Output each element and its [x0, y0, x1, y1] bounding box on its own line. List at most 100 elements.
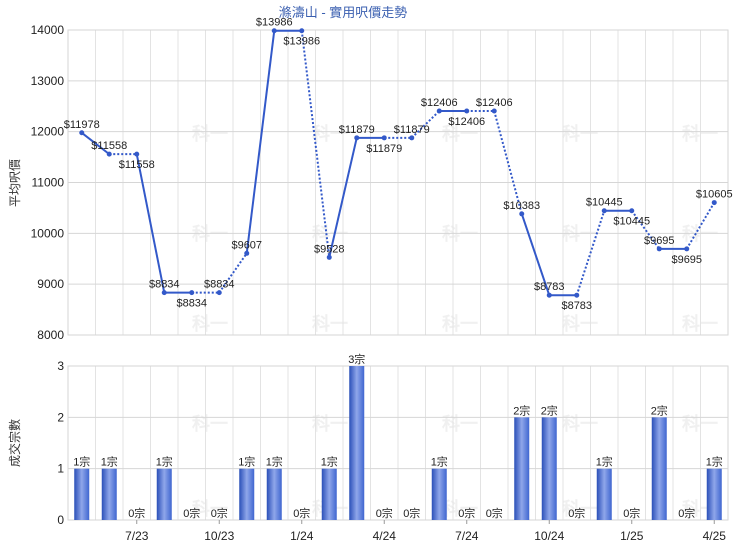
volume-bar [101, 468, 117, 520]
price-point [161, 290, 167, 296]
price-point [381, 135, 387, 141]
volume-axis-label: 成交宗數 [7, 419, 22, 467]
price-point-label: $11879 [339, 124, 375, 136]
volume-bar-label: 2宗 [513, 403, 530, 417]
x-tick-label: 4/24 [373, 529, 397, 543]
volume-bar-label: 0宗 [678, 506, 695, 520]
price-point [546, 292, 552, 298]
price-point-label: $9607 [231, 239, 262, 251]
watermark-text: 科一 [562, 123, 598, 144]
price-line-segment [520, 213, 551, 296]
price-point-label: $9695 [671, 254, 702, 266]
watermark-text: 科一 [192, 123, 228, 144]
volume-bar-label: 0宗 [183, 506, 200, 520]
bars-layer [74, 366, 722, 520]
volume-bar [651, 417, 667, 520]
volume-bar [266, 468, 282, 520]
volume-bar-label: 0宗 [458, 506, 475, 520]
volume-bar [541, 417, 557, 520]
price-line-segment [135, 153, 166, 293]
price-line-segment [493, 110, 523, 215]
line-layer [79, 28, 717, 298]
volume-bar-label: 1宗 [596, 455, 613, 469]
price-y-tick-label: 9000 [37, 277, 64, 291]
price-point-label: $8783 [534, 281, 565, 293]
watermark-text: 科一 [562, 413, 598, 434]
price-point-label: $10445 [586, 197, 623, 209]
volume-bar [596, 468, 612, 520]
volume-bar [156, 468, 172, 520]
volume-bar-label: 0宗 [403, 506, 420, 520]
price-point-label: $9695 [644, 235, 675, 247]
x-tick-label: 7/24 [455, 529, 479, 543]
price-point [491, 108, 497, 114]
x-tick-label: 7/23 [125, 529, 149, 543]
volume-bar-label: 0宗 [293, 506, 310, 520]
x-tick-label: 4/25 [703, 529, 727, 543]
price-point-label: $8834 [204, 279, 235, 291]
volume-y-tick-label: 3 [57, 359, 64, 373]
price-line-segment [575, 210, 606, 296]
volume-bar-label: 1宗 [156, 455, 173, 469]
price-point [711, 200, 717, 206]
price-line-segment [245, 30, 276, 254]
watermark-text: 科一 [192, 498, 228, 519]
price-point [106, 151, 112, 157]
watermark-text: 科一 [312, 123, 348, 144]
volume-bar-label: 0宗 [128, 506, 145, 520]
price-line-segment [81, 131, 110, 155]
price-point [436, 108, 442, 114]
volume-bar-label: 1宗 [706, 455, 723, 469]
volume-y-tick-label: 0 [57, 513, 64, 527]
price-point [216, 290, 222, 296]
price-point-label: $11558 [91, 140, 127, 152]
volume-bar-label: 1宗 [238, 455, 255, 469]
volume-bar-label: 2宗 [541, 403, 558, 417]
volume-bar-label: 0宗 [486, 506, 503, 520]
x-tick-label: 10/23 [204, 529, 234, 543]
price-y-tick-label: 10000 [31, 226, 65, 240]
volume-bar [706, 468, 722, 520]
price-point-label: $12406 [448, 116, 485, 128]
price-point [134, 151, 140, 157]
price-point-label: $11978 [64, 119, 100, 131]
volume-bar [321, 468, 337, 520]
volume-bar-label: 1宗 [101, 455, 118, 469]
volume-bar-label: 1宗 [321, 455, 338, 469]
volume-y-tick-label: 2 [57, 410, 64, 424]
watermark-text: 科一 [312, 413, 348, 434]
price-point [629, 208, 635, 214]
price-y-tick-label: 11000 [32, 176, 65, 190]
price-point-label: $10445 [613, 216, 650, 228]
x-tick-label: 1/25 [620, 529, 644, 543]
price-point [244, 250, 250, 256]
price-point [656, 246, 662, 252]
price-point [189, 290, 195, 296]
price-point-label: $11879 [394, 124, 430, 136]
price-line-segment [685, 202, 716, 250]
watermark-text: 科一 [192, 413, 228, 434]
volume-y-tick-label: 1 [57, 462, 64, 476]
price-point-label: $8834 [149, 279, 180, 291]
price-y-tick-label: 12000 [31, 125, 65, 139]
price-point [684, 246, 690, 252]
price-axis-label: 平均呎價 [8, 159, 22, 207]
price-point [299, 28, 305, 34]
price-point-label: $8783 [561, 300, 592, 312]
volume-bar-label: 0宗 [623, 506, 640, 520]
volume-bar [514, 417, 530, 520]
price-point-label: $12406 [476, 97, 513, 109]
price-y-tick-label: 13000 [31, 74, 65, 88]
axes-layer: 8000 9000 10000 11000 12000 13000 14000 0 1 2 3 7/2… [31, 23, 727, 543]
price-point [601, 208, 607, 214]
price-point-label: $13986 [283, 36, 320, 48]
volume-bar-label: 3宗 [348, 352, 365, 366]
price-point [326, 254, 332, 260]
volume-bar-label: 0宗 [211, 506, 228, 520]
x-tick-label: 10/24 [534, 529, 564, 543]
price-y-tick-label: 8000 [37, 328, 64, 342]
price-point [574, 292, 580, 298]
price-line-segment [328, 137, 358, 258]
